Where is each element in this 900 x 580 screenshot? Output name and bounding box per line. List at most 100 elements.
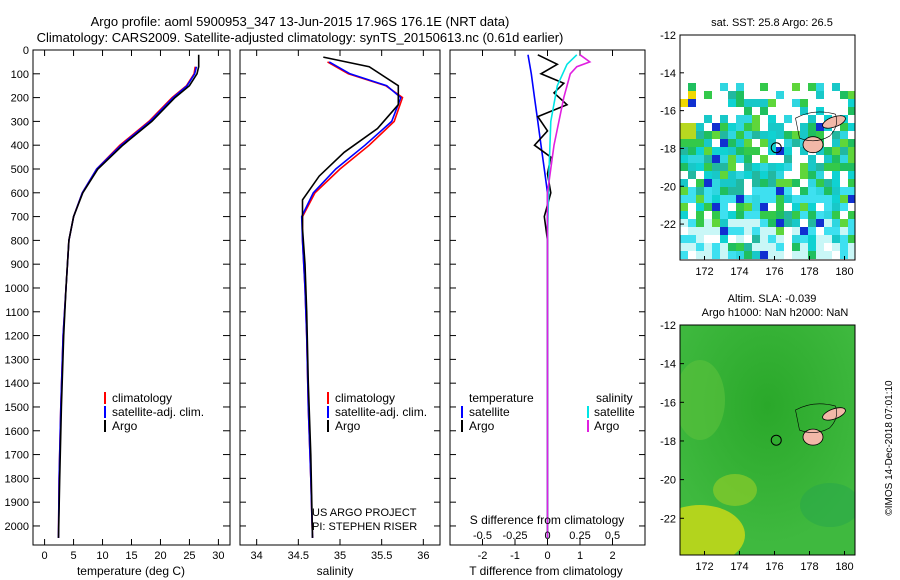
sla-map-subtitle: Argo h1000: NaN h2000: NaN xyxy=(702,307,849,319)
depth-tick-label: 1900 xyxy=(5,497,29,509)
sal-legend-satellite-adj: satellite-adj. clim. xyxy=(335,405,427,419)
x-tick-label: -1 xyxy=(510,550,520,562)
s-difference-axis-label: S difference from climatology xyxy=(470,513,625,527)
profile-location-marker xyxy=(770,142,782,154)
map-x-tick-label: 180 xyxy=(835,561,853,573)
x-tick-label: 0 xyxy=(544,550,550,562)
salinity-panel xyxy=(239,49,441,546)
depth-tick-label: 0 xyxy=(23,45,29,57)
map-y-tick-label: -20 xyxy=(660,475,676,487)
x-tick-label: 10 xyxy=(96,550,108,562)
sla-map xyxy=(680,325,855,555)
diff-legend-t-satellite: satellite xyxy=(469,405,510,419)
x-tick-label: 36 xyxy=(417,550,429,562)
legend-satellite-adj: satellite-adj. clim. xyxy=(112,405,204,419)
secondary-tick-label: 0.25 xyxy=(569,530,590,542)
series-climatology xyxy=(57,66,196,538)
depth-tick-label: 1800 xyxy=(5,473,29,485)
series-salinity-argo xyxy=(546,54,592,538)
x-tick-label: 20 xyxy=(154,550,166,562)
diff-legend-s-satellite: satellite xyxy=(594,405,635,419)
header-line1: Argo profile: aoml 5900953_347 13-Jun-20… xyxy=(91,14,510,29)
depth-tick-label: 1600 xyxy=(5,426,29,438)
x-tick-label: 34.5 xyxy=(288,550,309,562)
map-y-tick-label: -20 xyxy=(660,181,676,193)
depth-tick-label: 1700 xyxy=(5,450,29,462)
copyright: ©IMOS 14-Dec-2018 07:01:10 xyxy=(884,380,895,516)
depth-tick-label: 2000 xyxy=(5,521,29,533)
island-viti-levu xyxy=(802,428,824,446)
sla-map-title: Altim. SLA: -0.039 xyxy=(728,293,817,305)
series-argo xyxy=(57,54,200,538)
map-x-tick-label: 178 xyxy=(800,266,818,278)
depth-tick-label: 1400 xyxy=(5,378,29,390)
salinity-plot: 34 34.5 35 35.5 36 xyxy=(251,50,429,562)
depth-tick-label: 500 xyxy=(11,164,29,176)
depth-tick-label: 300 xyxy=(11,116,29,128)
map-y-tick-label: -18 xyxy=(660,436,676,448)
map-y-tick-label: -16 xyxy=(660,106,676,118)
depth-tick-label: 400 xyxy=(11,140,29,152)
series-climatology xyxy=(301,61,404,538)
x-tick-label: 0 xyxy=(42,550,48,562)
salinity-legend: climatology satellite-adj. clim. Argo xyxy=(327,391,427,433)
depth-tick-label: 700 xyxy=(11,212,29,224)
map-x-tick-label: 178 xyxy=(800,561,818,573)
map-y-tick-label: -12 xyxy=(660,30,676,42)
x-tick-label: 2 xyxy=(609,550,615,562)
temperature-panel xyxy=(32,49,231,546)
temperature-legend: climatology satellite-adj. clim. Argo xyxy=(104,391,204,433)
depth-tick-label: 200 xyxy=(11,93,29,105)
t-difference-axis-label: T difference from climatology xyxy=(469,564,623,578)
map-x-tick-label: 172 xyxy=(695,266,713,278)
depth-tick-label: 800 xyxy=(11,235,29,247)
sal-legend-argo: Argo xyxy=(335,419,361,433)
map-y-tick-label: -16 xyxy=(660,397,676,409)
temperature-plot: 0 5 10 15 20 25 30 xyxy=(42,50,225,562)
depth-axis: 0 100 200 300 400 500 600 700 800 900 1000 1100 1200… xyxy=(5,45,645,533)
series-satellite-adj-clim- xyxy=(57,66,198,538)
pi-credit: PI: STEPHEN RISER xyxy=(312,521,417,533)
sla-map-axes: 172 174 176 178 180 -12 -14 -16 -18 -20 -22 xyxy=(660,320,854,573)
depth-tick-label: 1200 xyxy=(5,331,29,343)
x-tick-label: 30 xyxy=(212,550,224,562)
map-y-tick-label: -22 xyxy=(660,513,676,525)
sst-map-frame xyxy=(679,34,856,261)
depth-tick-label: 1100 xyxy=(5,307,29,319)
map-y-tick-label: -12 xyxy=(660,320,676,332)
x-tick-label: 1 xyxy=(577,550,583,562)
secondary-tick-label: -0.5 xyxy=(473,530,492,542)
sst-map-title: sat. SST: 25.8 Argo: 26.5 xyxy=(711,17,833,29)
series-satellite-adj-clim- xyxy=(300,61,402,538)
diff-legend-salinity: salinity xyxy=(596,391,633,405)
x-tick-label: 15 xyxy=(125,550,137,562)
diff-legend-s-argo: Argo xyxy=(594,419,620,433)
sla-map-frame xyxy=(679,324,856,556)
legend-argo: Argo xyxy=(112,419,138,433)
depth-tick-label: 900 xyxy=(11,259,29,271)
salinity-axis-label: salinity xyxy=(317,564,354,578)
depth-tick-label: 600 xyxy=(11,188,29,200)
series-argo xyxy=(301,56,400,538)
map-y-tick-label: -14 xyxy=(660,359,676,371)
map-x-tick-label: 174 xyxy=(730,561,748,573)
sal-legend-climatology: climatology xyxy=(335,391,395,405)
depth-tick-label: 100 xyxy=(11,69,29,81)
map-y-tick-label: -14 xyxy=(660,68,676,80)
series-temperature-argo xyxy=(533,54,569,538)
sst-map-axes: 172 174 176 178 180 -12 -14 -16 -18 -20 -22 xyxy=(660,30,854,278)
reef-contour xyxy=(795,111,837,142)
map-x-tick-label: 180 xyxy=(835,266,853,278)
depth-tick-label: 1000 xyxy=(5,283,29,295)
map-x-tick-label: 172 xyxy=(695,561,713,573)
x-tick-label: -2 xyxy=(478,550,488,562)
series-salinity-satellite xyxy=(546,54,578,538)
x-tick-label: 5 xyxy=(70,550,76,562)
x-tick-label: 35.5 xyxy=(371,550,392,562)
map-x-tick-label: 176 xyxy=(765,561,783,573)
x-tick-label: 35 xyxy=(334,550,346,562)
map-y-tick-label: -18 xyxy=(660,143,676,155)
legend-climatology: climatology xyxy=(112,391,172,405)
diff-legend-temperature: temperature xyxy=(469,391,534,405)
